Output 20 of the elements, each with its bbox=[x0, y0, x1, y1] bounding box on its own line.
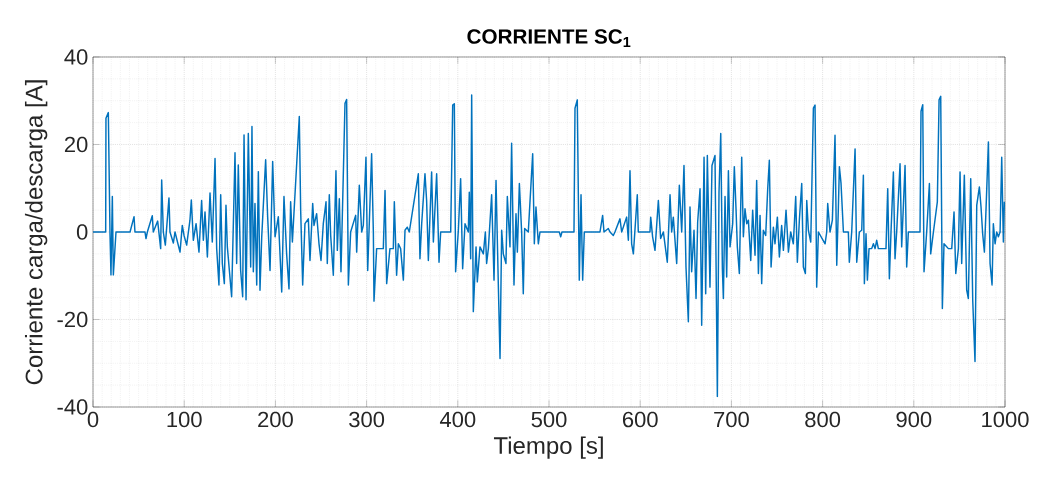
x-tick-label: 1000 bbox=[982, 411, 1029, 428]
x-tick-label: 300 bbox=[349, 411, 385, 428]
x-tick-label: 0 bbox=[87, 411, 99, 428]
x-axis-title: Tiempo [s] bbox=[493, 436, 603, 459]
y-tick-label: -20 bbox=[57, 311, 88, 328]
y-tick-label: -40 bbox=[57, 399, 88, 415]
x-tick-label: 400 bbox=[439, 411, 476, 428]
x-tick-label: 600 bbox=[622, 411, 658, 428]
y-axis-title: Corriente carga/descarga [A] bbox=[24, 80, 48, 385]
x-tick-label: 100 bbox=[167, 411, 202, 428]
x-tick-label: 700 bbox=[714, 411, 749, 428]
chart-title: CORRIENTE SC$_{1}$ bbox=[467, 29, 631, 47]
y-tick-label: 40 bbox=[64, 49, 88, 65]
line-series bbox=[93, 94, 1006, 398]
x-tick-label: 500 bbox=[531, 411, 567, 428]
x-tick-label: 200 bbox=[258, 411, 293, 428]
y-tick-label: 20 bbox=[64, 136, 88, 153]
y-tick-label: 0 bbox=[76, 224, 88, 240]
x-tick-label: 800 bbox=[805, 411, 841, 428]
x-tick-label: 900 bbox=[896, 411, 932, 428]
